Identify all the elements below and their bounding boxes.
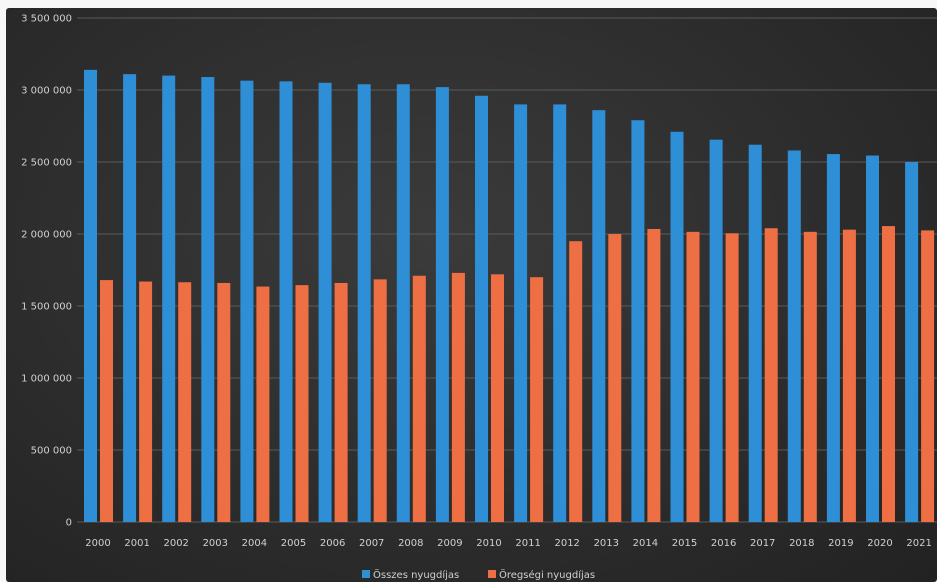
bar-old-age-pensioners [451,272,465,522]
bar-total-pensioners [514,104,528,523]
legend-item-total: Összes nyugdíjas [362,568,459,581]
x-tick-label: 2011 [515,538,540,549]
legend-label: Összes nyugdíjas [373,568,459,581]
x-tick-label: 2002 [163,538,188,549]
bars [84,69,935,523]
x-tick-label: 2010 [476,538,501,549]
y-tick-label: 0 [66,518,72,529]
x-tick-label: 2017 [750,538,775,549]
x-tick-label: 2020 [867,538,892,549]
bar-total-pensioners [709,139,723,522]
x-tick-label: 2008 [398,538,423,549]
x-tick-label: 2021 [906,538,931,549]
y-tick-label: 2 500 000 [21,158,72,169]
bar-total-pensioners [396,84,410,523]
bar-total-pensioners [357,84,371,523]
bar-total-pensioners [475,95,488,522]
legend-item-old-age: Öregségi nyugdíjas [488,568,595,581]
x-tick-label: 2018 [789,538,814,549]
bar-old-age-pensioners [178,282,192,522]
chart-surface [6,8,937,582]
bar-old-age-pensioners [803,231,817,522]
bar-old-age-pensioners [882,226,895,522]
bar-total-pensioners [826,154,840,522]
bar-old-age-pensioners [842,229,856,522]
legend: Összes nyugdíjas Öregségi nyugdíjas [362,568,595,581]
x-tick-label: 2003 [203,538,228,549]
x-tick-label: 2001 [124,538,149,549]
legend-swatch [488,570,496,578]
bar-old-age-pensioners [139,281,153,522]
bar-old-age-pensioners [295,285,309,522]
bar-old-age-pensioners [569,241,583,522]
x-tick-label: 2012 [554,538,579,549]
bar-total-pensioners [670,131,684,522]
bar-total-pensioners [866,155,879,522]
x-tick-label: 2005 [281,538,306,549]
x-tick-label: 2014 [633,538,658,549]
bar-total-pensioners [240,80,254,522]
x-tick-label: 2006 [320,538,345,549]
legend-swatch [362,570,370,578]
x-axis-ticks: 2000 2001 2002 2003 2004 2005 2006 2007 2008 2009… [85,538,932,549]
bar-old-age-pensioners [491,274,504,522]
y-tick-label: 3 000 000 [21,86,72,97]
x-tick-label: 2013 [594,538,619,549]
bar-total-pensioners [201,77,215,522]
x-tick-label: 2000 [85,538,110,549]
bar-total-pensioners [435,87,449,523]
bar-old-age-pensioners [334,282,348,522]
y-tick-label: 3 500 000 [21,14,72,25]
bar-old-age-pensioners [921,230,935,522]
y-tick-label: 500 000 [31,446,72,457]
x-tick-label: 2004 [242,538,267,549]
bar-total-pensioners [787,150,801,523]
y-axis-ticks: 0 500 000 1 000 000 1 500 000 2 000 000 2 500… [21,14,72,529]
bar-old-age-pensioners [256,286,270,522]
y-tick-label: 2 000 000 [21,230,72,241]
bar-old-age-pensioners [373,279,387,522]
bar-total-pensioners [592,110,606,522]
bar-total-pensioners [748,144,762,522]
bar-old-age-pensioners [412,275,426,522]
bar-old-age-pensioners [725,233,739,522]
bar-old-age-pensioners [764,228,778,523]
bar-old-age-pensioners [686,231,700,522]
bar-total-pensioners [279,81,293,523]
x-tick-label: 2007 [359,538,384,549]
bar-total-pensioners [631,120,645,523]
bar-total-pensioners [162,75,176,522]
x-tick-label: 2009 [437,538,462,549]
y-tick-label: 1 000 000 [21,374,72,385]
bar-old-age-pensioners [217,282,231,522]
bar-total-pensioners [123,74,137,522]
bar-old-age-pensioners [530,277,544,522]
bar-total-pensioners [905,162,919,522]
bar-total-pensioners [553,104,567,523]
x-tick-label: 2016 [711,538,736,549]
bar-old-age-pensioners [100,280,113,522]
x-tick-label: 2019 [828,538,853,549]
bar-total-pensioners [318,82,332,523]
x-tick-label: 2015 [672,538,697,549]
legend-label: Öregségi nyugdíjas [499,568,595,581]
bar-old-age-pensioners [608,234,622,522]
y-tick-label: 1 500 000 [21,302,72,313]
bar-total-pensioners [84,69,97,522]
bar-old-age-pensioners [647,228,661,522]
